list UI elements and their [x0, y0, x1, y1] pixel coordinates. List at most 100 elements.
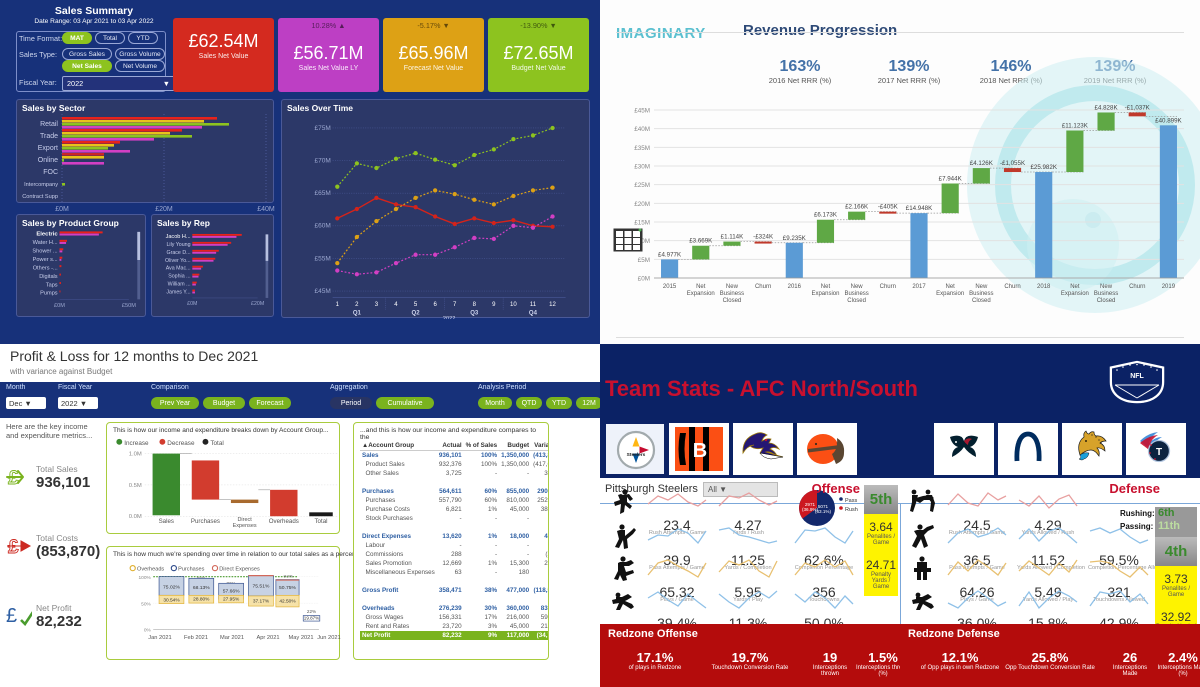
svg-text:Purchases: Purchases: [191, 518, 220, 525]
svg-text:Electric: Electric: [36, 232, 58, 238]
svg-text:£1.114K: £1.114K: [721, 234, 744, 241]
svg-text:Expenses: Expenses: [233, 523, 257, 528]
svg-text:Closed: Closed: [1097, 298, 1116, 304]
svg-text:£75M: £75M: [314, 125, 330, 132]
svg-text:£9.235K: £9.235K: [783, 235, 807, 242]
svg-text:Business: Business: [1094, 291, 1118, 297]
svg-text:£40.899K: £40.899K: [1155, 117, 1182, 124]
svg-text:£65M: £65M: [314, 190, 330, 197]
svg-text:Overheads: Overheads: [137, 566, 164, 572]
svg-text:£2.166K: £2.166K: [845, 204, 869, 211]
svg-text:1: 1: [336, 302, 340, 308]
svg-text:Overheads: Overheads: [269, 518, 299, 525]
svg-text:£30M: £30M: [634, 164, 650, 171]
svg-text:Mar 2021: Mar 2021: [220, 635, 244, 641]
svg-text:Retail: Retail: [40, 121, 58, 128]
svg-text:£5M: £5M: [638, 257, 650, 264]
svg-text:28.80%: 28.80%: [193, 596, 210, 602]
svg-text:2022: 2022: [443, 316, 455, 319]
svg-text:£4.126K: £4.126K: [970, 160, 994, 167]
svg-text:£20M: £20M: [634, 201, 650, 208]
svg-text:Power s...: Power s...: [33, 257, 58, 263]
svg-text:William ...: William ...: [168, 282, 191, 288]
svg-text:-£1,037K: -£1,037K: [1125, 104, 1151, 111]
svg-text:£4.828K: £4.828K: [1095, 104, 1119, 111]
svg-text:(63.1%): (63.1%): [815, 509, 832, 514]
svg-text:-£324K: -£324K: [753, 234, 774, 241]
svg-text:Churn: Churn: [1004, 284, 1020, 290]
svg-text:New: New: [851, 284, 864, 290]
svg-text:Jun 2021: Jun 2021: [317, 635, 340, 641]
svg-text:4: 4: [394, 302, 398, 308]
svg-text:5: 5: [414, 302, 418, 308]
svg-text:11: 11: [530, 302, 537, 308]
svg-text:50%: 50%: [141, 601, 151, 607]
svg-text:7: 7: [453, 302, 457, 308]
svg-text:£4.977K: £4.977K: [658, 251, 682, 258]
svg-text:Jan 2021: Jan 2021: [148, 635, 171, 641]
svg-text:Digitals: Digitals: [39, 274, 58, 280]
svg-text:12: 12: [549, 302, 556, 308]
svg-text:Water H...: Water H...: [33, 240, 58, 246]
svg-text:New: New: [726, 284, 739, 290]
svg-text:19.87%: 19.87%: [304, 615, 319, 620]
svg-text:Decrease: Decrease: [167, 440, 195, 447]
svg-text:£6.173K: £6.173K: [814, 212, 838, 219]
svg-text:-£405K: -£405K: [878, 204, 899, 211]
svg-text:Direct Expenses: Direct Expenses: [219, 566, 260, 572]
svg-text:Pass: Pass: [845, 498, 857, 504]
svg-text:Online: Online: [38, 157, 58, 164]
svg-text:£40M: £40M: [634, 126, 650, 133]
svg-text:£14.948K: £14.948K: [906, 205, 933, 212]
svg-text:2018: 2018: [1037, 284, 1051, 290]
svg-text:James Y...: James Y...: [166, 290, 190, 296]
svg-text:Churn: Churn: [1129, 284, 1145, 290]
svg-text:£3.669K: £3.669K: [689, 238, 713, 245]
svg-text:1.0M: 1.0M: [129, 452, 142, 458]
svg-text:Ava Mac...: Ava Mac...: [166, 266, 191, 272]
svg-text:£7.944K: £7.944K: [939, 175, 963, 182]
svg-text:Others -...: Others -...: [33, 265, 58, 271]
svg-text:50.75%: 50.75%: [279, 585, 296, 591]
svg-text:Q3: Q3: [470, 310, 479, 316]
svg-text:Purchases: Purchases: [178, 566, 204, 572]
svg-text:Net: Net: [946, 284, 956, 290]
svg-text:NFL: NFL: [1130, 373, 1144, 380]
svg-text:0.5M: 0.5M: [129, 483, 142, 489]
svg-text:Sales: Sales: [159, 518, 174, 525]
svg-text:£0M: £0M: [638, 276, 650, 283]
svg-text:£45M: £45M: [314, 288, 330, 295]
svg-text:2015: 2015: [663, 284, 677, 290]
svg-text:£55M: £55M: [314, 255, 330, 262]
svg-text:3: 3: [375, 302, 379, 308]
svg-text:Net: Net: [821, 284, 831, 290]
svg-text:£15M: £15M: [634, 220, 650, 227]
svg-text:Jacob H...: Jacob H...: [166, 234, 191, 240]
svg-text:Intercompany: Intercompany: [24, 182, 58, 188]
svg-text:100%: 100%: [138, 575, 151, 581]
svg-text:42.50%: 42.50%: [279, 598, 296, 604]
svg-text:2: 2: [355, 302, 359, 308]
svg-text:Closed: Closed: [847, 298, 866, 304]
svg-text:T: T: [1156, 447, 1162, 458]
svg-text:Total: Total: [314, 518, 327, 525]
svg-text:Trade: Trade: [40, 133, 58, 140]
svg-text:Expansion: Expansion: [811, 291, 839, 297]
svg-text:New: New: [975, 284, 988, 290]
svg-text:Grace D...: Grace D...: [166, 250, 190, 256]
svg-text:£25M: £25M: [634, 182, 650, 189]
svg-text:8: 8: [473, 302, 477, 308]
svg-text:New: New: [1100, 284, 1113, 290]
svg-text:Oliver Yo...: Oliver Yo...: [165, 258, 191, 264]
svg-text:2017: 2017: [912, 284, 926, 290]
svg-text:Churn: Churn: [880, 284, 896, 290]
svg-text:Net: Net: [696, 284, 706, 290]
svg-text:Churn: Churn: [755, 284, 771, 290]
svg-text:£35M: £35M: [634, 145, 650, 152]
svg-text:Business: Business: [969, 291, 993, 297]
svg-text:10: 10: [510, 302, 517, 308]
svg-text:Increase: Increase: [124, 440, 149, 447]
svg-text:2016: 2016: [788, 284, 802, 290]
svg-text:75.51%: 75.51%: [253, 583, 270, 589]
svg-text:Expansion: Expansion: [1061, 291, 1089, 297]
